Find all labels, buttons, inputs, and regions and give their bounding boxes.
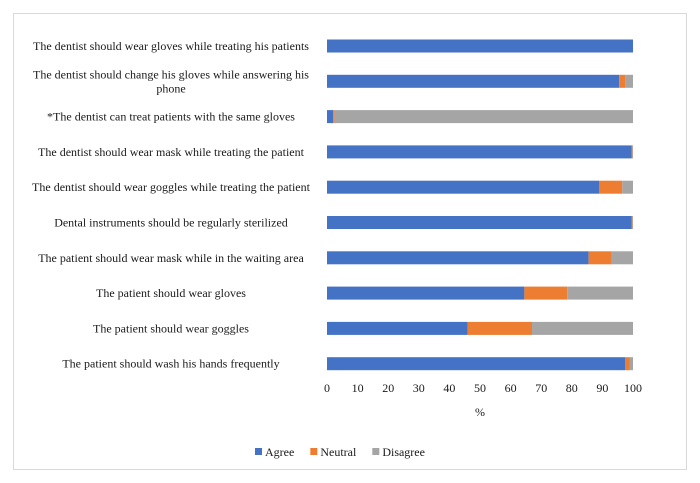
bar-neutral xyxy=(631,216,633,229)
category-label: The dentist should wear mask while treat… xyxy=(38,145,305,159)
bar-disagree xyxy=(567,286,633,300)
legend-swatch xyxy=(255,448,262,455)
bar-disagree xyxy=(629,357,633,371)
legend-label: Neutral xyxy=(320,445,357,459)
category-label: The dentist should change his gloves whi… xyxy=(33,67,309,95)
x-tick-label: 0 xyxy=(324,381,330,395)
legend-item-disagree: Disagree xyxy=(372,445,425,459)
legend-item-agree: Agree xyxy=(255,445,294,459)
category-label: The patient should wear gloves xyxy=(96,286,246,300)
x-tick-label: 30 xyxy=(413,381,425,395)
bar-disagree xyxy=(625,74,633,88)
x-tick-label: 60 xyxy=(505,381,517,395)
bar-agree xyxy=(327,110,334,124)
x-axis-label: % xyxy=(475,405,485,419)
x-axis: 0 10 20 30 40 50 60 70 80 90 100 xyxy=(324,381,642,395)
bar-disagree xyxy=(622,180,633,194)
bars xyxy=(327,39,633,371)
legend-label: Disagree xyxy=(382,445,425,459)
bar-agree xyxy=(327,180,600,194)
category-label: The patient should wear goggles xyxy=(93,321,249,335)
category-label: The patient should wash his hands freque… xyxy=(62,357,279,371)
x-tick-label: 90 xyxy=(596,381,608,395)
bar-agree xyxy=(327,357,626,371)
bar-neutral xyxy=(625,357,630,371)
category-label: Dental instruments should be regularly s… xyxy=(54,216,288,230)
x-tick-label: 100 xyxy=(624,381,642,395)
legend-label: Agree xyxy=(265,445,294,459)
legend-swatch xyxy=(372,448,380,455)
x-tick-label: 80 xyxy=(566,381,578,395)
bar-agree xyxy=(327,216,632,229)
x-tick-label: 10 xyxy=(352,381,364,395)
bar-neutral xyxy=(588,251,612,265)
bar-disagree xyxy=(632,145,633,159)
x-tick-label: 70 xyxy=(535,381,547,395)
bar-agree xyxy=(327,286,525,300)
category-label: The dentist should wear goggles while tr… xyxy=(32,180,311,194)
legend-swatch xyxy=(310,448,318,455)
x-tick-label: 50 xyxy=(474,381,486,395)
bar-agree xyxy=(327,145,632,159)
category-label: The dentist should wear gloves while tre… xyxy=(33,39,309,53)
bar-disagree xyxy=(532,321,633,335)
bar-agree xyxy=(327,39,633,53)
bar-neutral xyxy=(599,180,623,194)
bar-neutral xyxy=(631,145,633,159)
legend: Agree Neutral Disagree xyxy=(255,445,425,459)
bar-neutral xyxy=(333,110,335,124)
bar-disagree xyxy=(611,251,633,265)
bar-agree xyxy=(327,74,620,88)
bar-agree xyxy=(327,321,468,335)
category-labels: The dentist should wear gloves while tre… xyxy=(32,39,311,371)
bar-neutral xyxy=(524,286,568,300)
category-label: The patient should wear mask while in th… xyxy=(38,251,304,265)
legend-item-neutral: Neutral xyxy=(310,445,357,459)
bar-neutral xyxy=(467,321,533,335)
bar-neutral xyxy=(619,74,626,88)
x-tick-label: 40 xyxy=(443,381,455,395)
chart-frame: The dentist should wear gloves while tre… xyxy=(13,13,687,470)
bar-agree xyxy=(327,251,589,265)
stacked-bar-chart: The dentist should wear gloves while tre… xyxy=(32,39,642,459)
bar-disagree xyxy=(334,110,633,124)
bar-disagree xyxy=(632,216,633,229)
x-tick-label: 20 xyxy=(382,381,394,395)
category-label: *The dentist can treat patients with the… xyxy=(47,110,295,124)
